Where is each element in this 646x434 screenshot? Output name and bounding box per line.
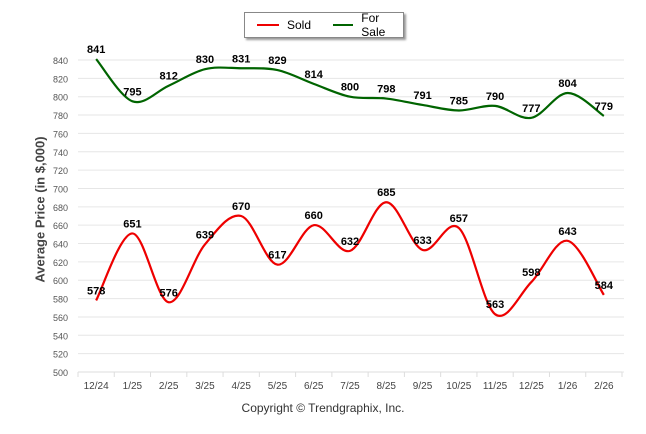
legend-swatch-for-sale xyxy=(333,24,354,26)
legend: Sold For Sale xyxy=(244,11,404,39)
x-tick-label: 6/25 xyxy=(304,381,324,392)
data-label: 841 xyxy=(87,44,105,56)
data-label: 632 xyxy=(341,236,359,248)
data-label: 598 xyxy=(522,267,540,279)
y-tick-label: 740 xyxy=(53,148,68,158)
y-tick-label: 840 xyxy=(53,56,68,66)
y-tick-label: 780 xyxy=(53,111,68,121)
data-label: 791 xyxy=(413,90,431,102)
y-tick-label: 520 xyxy=(53,350,68,360)
x-tick-label: 9/25 xyxy=(413,381,433,392)
y-tick-label: 620 xyxy=(53,258,68,268)
data-label: 814 xyxy=(305,69,324,81)
data-label: 785 xyxy=(450,95,468,107)
data-label: 578 xyxy=(87,285,105,297)
data-label: 633 xyxy=(413,235,431,247)
y-tick-label: 820 xyxy=(53,74,68,84)
data-label: 795 xyxy=(123,86,141,98)
data-label: 798 xyxy=(377,84,395,96)
series-line-sold xyxy=(95,201,605,317)
x-tick-label: 1/25 xyxy=(123,381,143,392)
x-tick-label: 12/25 xyxy=(519,381,544,392)
data-label: 643 xyxy=(558,226,576,238)
y-tick-label: 600 xyxy=(53,276,68,286)
y-tick-label: 800 xyxy=(53,93,68,103)
y-tick-label: 500 xyxy=(53,368,68,378)
x-tick-label: 12/24 xyxy=(84,381,109,392)
y-tick-label: 760 xyxy=(53,129,68,139)
x-tick-label: 2/25 xyxy=(159,381,179,392)
data-label: 563 xyxy=(486,299,504,311)
data-label: 831 xyxy=(232,53,250,65)
data-label: 779 xyxy=(595,101,613,113)
x-tick-label: 8/25 xyxy=(377,381,397,392)
data-label: 584 xyxy=(595,280,614,292)
data-label: 790 xyxy=(486,91,504,103)
data-label: 777 xyxy=(522,103,540,115)
legend-label-sold: Sold xyxy=(287,18,312,32)
x-tick-label: 3/25 xyxy=(195,381,215,392)
data-label: 685 xyxy=(377,187,395,199)
y-tick-label: 700 xyxy=(53,184,68,194)
y-axis-label: Average Price (in $,000) xyxy=(32,136,48,283)
x-tick-label: 10/25 xyxy=(446,381,471,392)
data-label: 639 xyxy=(196,229,214,241)
y-tick-label: 560 xyxy=(53,313,68,323)
data-label: 660 xyxy=(305,210,323,222)
x-tick-label: 5/25 xyxy=(268,381,288,392)
data-label: 651 xyxy=(123,218,141,230)
legend-item-for-sale[interactable]: For Sale xyxy=(333,11,403,39)
data-label: 829 xyxy=(268,55,286,67)
series-line-for-sale xyxy=(95,58,605,120)
data-label: 670 xyxy=(232,201,250,213)
x-tick-label: 2/26 xyxy=(594,381,614,392)
data-label: 800 xyxy=(341,82,359,94)
legend-label-for-sale: For Sale xyxy=(361,11,386,39)
data-label: 617 xyxy=(268,250,286,262)
data-label: 576 xyxy=(159,287,177,299)
y-tick-label: 580 xyxy=(53,295,68,305)
legend-item-sold[interactable]: Sold xyxy=(257,18,311,32)
data-label: 804 xyxy=(558,78,577,90)
data-label: 830 xyxy=(196,54,214,66)
y-tick-label: 540 xyxy=(53,331,68,341)
legend-swatch-sold xyxy=(257,24,279,26)
y-tick-label: 720 xyxy=(53,166,68,176)
x-tick-label: 7/25 xyxy=(340,381,360,392)
y-tick-label: 640 xyxy=(53,240,68,250)
x-tick-label: 4/25 xyxy=(231,381,251,392)
x-tick-label: 1/26 xyxy=(558,381,578,392)
copyright-footer: Copyright © Trendgraphix, Inc. xyxy=(241,401,405,415)
data-label: 657 xyxy=(450,213,468,225)
x-tick-label: 11/25 xyxy=(483,381,508,392)
y-tick-label: 660 xyxy=(53,221,68,231)
y-tick-label: 680 xyxy=(53,203,68,213)
data-label: 812 xyxy=(159,71,177,83)
